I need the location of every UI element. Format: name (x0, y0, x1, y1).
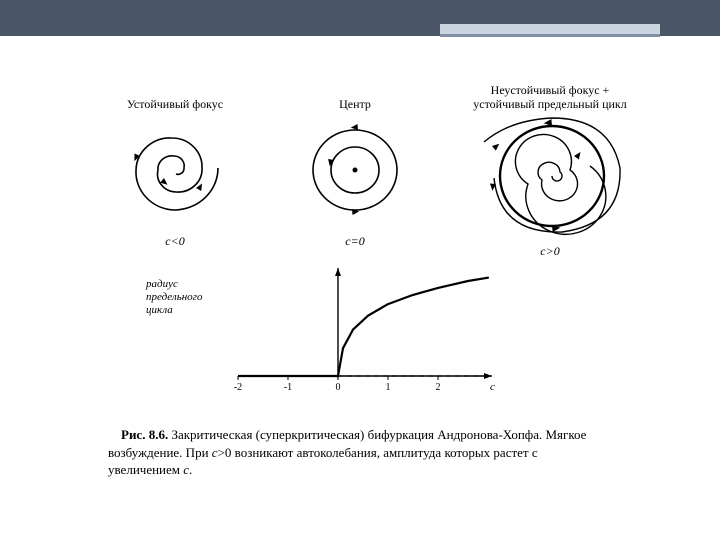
svg-text:-1: -1 (284, 382, 292, 393)
panel-center: Центр c=0 (290, 84, 420, 259)
panel-caption: c>0 (540, 244, 559, 259)
panel-title: Неустойчивый фокус + устойчивый предельн… (470, 84, 630, 112)
panel-title: Устойчивый фокус (127, 84, 223, 112)
svg-text:1: 1 (386, 382, 391, 393)
caption-text-3: . (189, 462, 192, 477)
panel-stable-focus: Устойчивый фокус c<0 (110, 84, 240, 259)
svg-text:0: 0 (336, 382, 341, 393)
bifurcation-chart: -2 -1 0 1 2 c (224, 268, 524, 418)
svg-text:c: c (490, 381, 495, 393)
panel-limit-cycle: Неустойчивый фокус + устойчивый предельн… (470, 84, 630, 259)
figure-caption: Рис. 8.6. Закритическая (суперкритическа… (108, 426, 608, 479)
figure-label: Рис. 8.6. (121, 427, 168, 442)
ylabel-line: радиус (146, 278, 178, 290)
chart-svg: -2 -1 0 1 2 c (224, 268, 524, 418)
ylabel-line: предельного (146, 291, 202, 303)
chart-ylabel: радиус предельного цикла (146, 278, 202, 318)
header-accent (440, 24, 660, 34)
header-bar (0, 0, 720, 36)
ylabel-line: цикла (146, 304, 173, 316)
svg-text:2: 2 (436, 382, 441, 393)
limit-cycle (470, 112, 630, 242)
panel-caption: c=0 (345, 234, 364, 249)
panel-title: Центр (339, 84, 371, 112)
panel-caption: c<0 (165, 234, 184, 249)
phase-portrait-row: Устойчивый фокус c<0 Центр (110, 84, 630, 259)
spiral-stable-focus (110, 112, 240, 232)
svg-text:-2: -2 (234, 382, 242, 393)
stage: Устойчивый фокус c<0 Центр (0, 36, 720, 540)
center-orbits (290, 112, 420, 232)
